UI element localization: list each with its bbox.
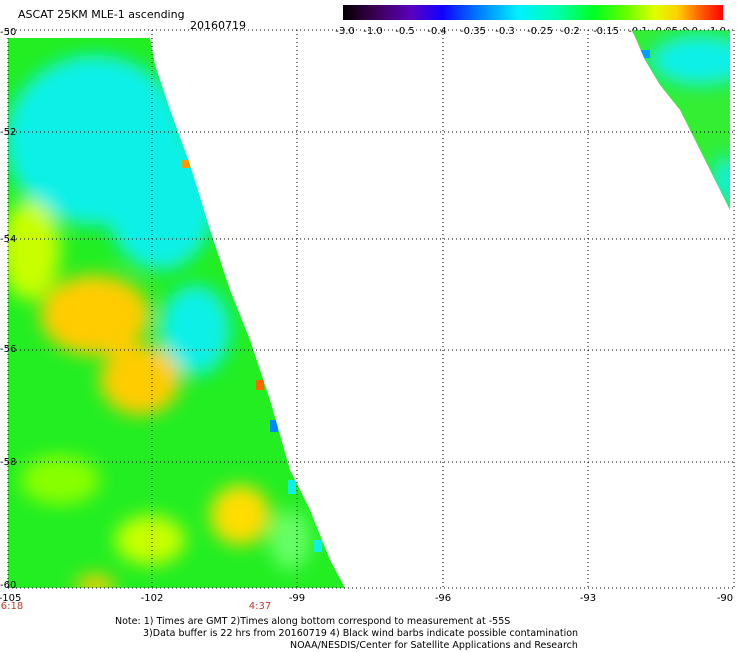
lon-label: -102	[140, 593, 164, 604]
lon-label: -96	[434, 593, 452, 604]
footnote-line-3: NOAA/NESDIS/Center for Satellite Applica…	[290, 640, 578, 651]
grid-lines	[7, 29, 735, 589]
footnote: Note: 1) Times are GMT 2)Times along bot…	[115, 616, 578, 652]
colorbar-label: -0.15	[593, 26, 619, 37]
chart-date: 20160719	[190, 19, 246, 32]
lon-label: -105	[0, 593, 22, 604]
lat-label: -50	[0, 27, 17, 38]
lon-label: -93	[579, 593, 597, 604]
lat-label: -60	[0, 580, 17, 591]
colorbar-label: -0.4	[427, 26, 447, 37]
lon-label: -99	[288, 593, 306, 604]
colorbar-label: -0.2	[560, 26, 580, 37]
swath-east	[632, 30, 730, 210]
lat-label: -58	[0, 457, 17, 468]
footnote-line-1: Note: 1) Times are GMT 2)Times along bot…	[115, 616, 511, 627]
lat-label: -56	[0, 344, 17, 355]
swath-west	[8, 38, 345, 588]
colorbar-label: -0.35	[460, 26, 486, 37]
lat-label: -54	[0, 234, 17, 245]
lon-label: -90	[716, 593, 734, 604]
time-label: 4:37	[248, 601, 272, 612]
time-label: 6:18	[0, 601, 24, 612]
colorbar-label: -0.3	[495, 26, 515, 37]
colorbar-label: -3.0	[335, 26, 355, 37]
colorbar-label: -1.0	[363, 26, 383, 37]
footnote-line-2: 3)Data buffer is 22 hrs from 20160719 4)…	[143, 628, 579, 639]
colorbar	[343, 5, 723, 20]
colorbar-label: -0.25	[527, 26, 553, 37]
colorbar-label: -0.5	[395, 26, 415, 37]
colorbar-gradient	[343, 5, 723, 20]
chart-title: ASCAT 25KM MLE-1 ascending	[18, 8, 185, 21]
lat-label: -52	[0, 127, 17, 138]
